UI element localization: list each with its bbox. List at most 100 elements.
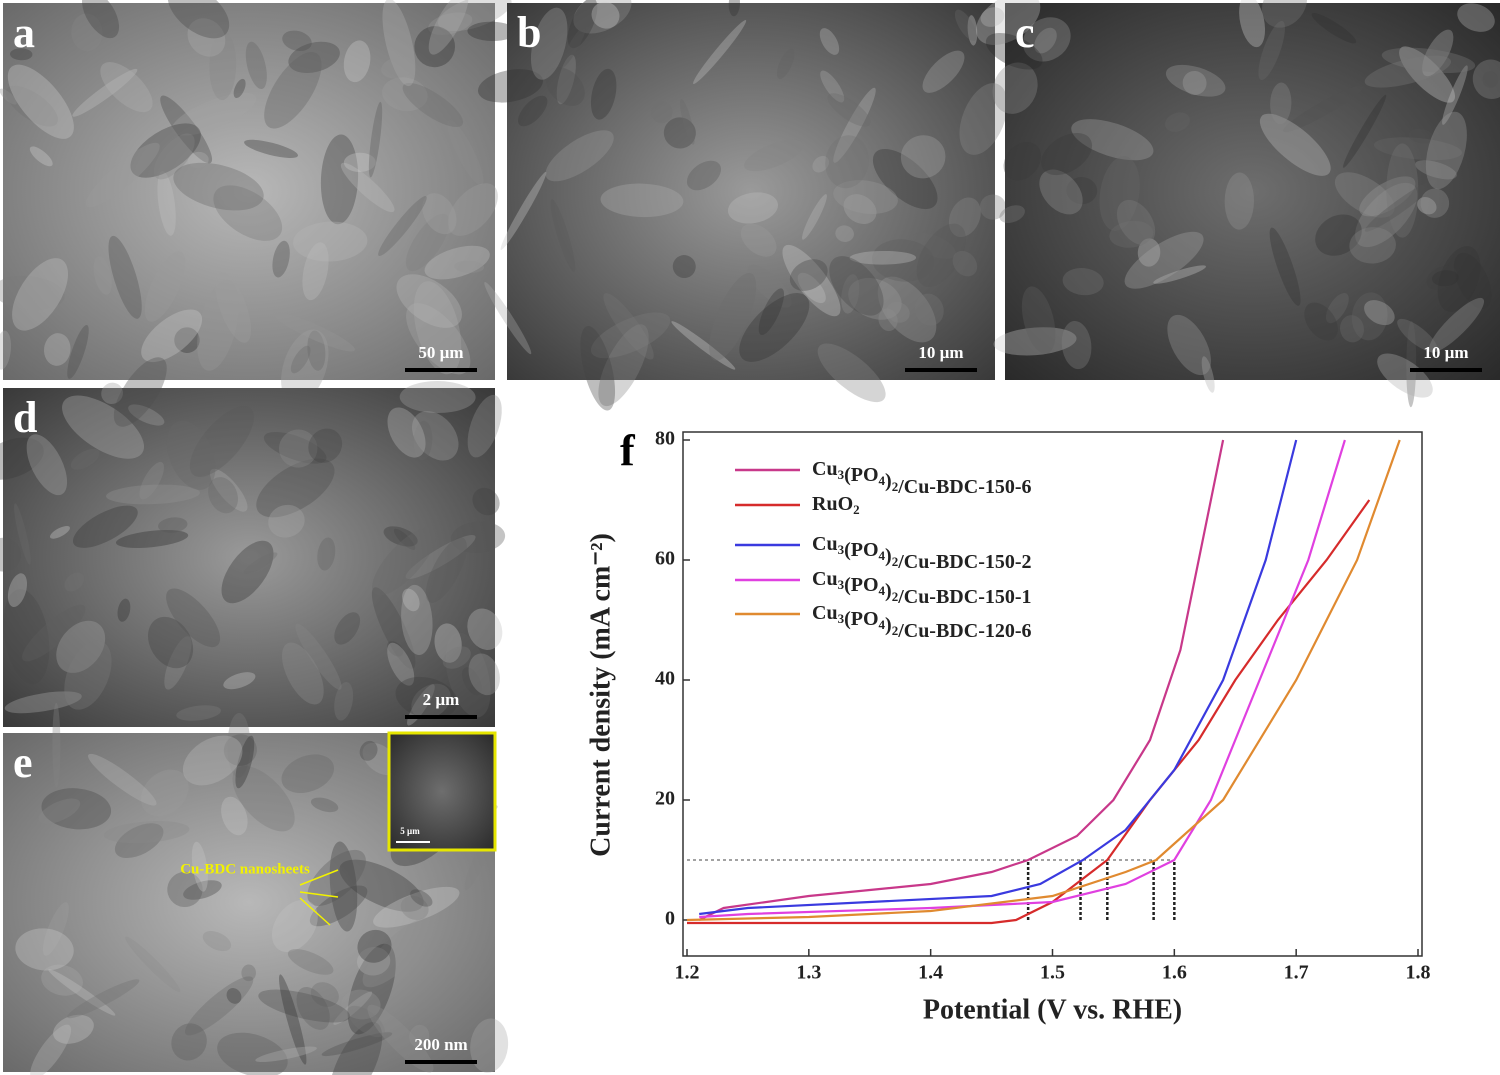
texture <box>307 330 326 371</box>
texture <box>147 616 194 669</box>
texture <box>208 477 238 514</box>
texture <box>1397 318 1438 353</box>
texture <box>500 171 547 251</box>
x-tick-label: 1.4 <box>918 962 943 984</box>
texture <box>782 244 841 317</box>
micrograph-panel: d 2 µm <box>0 357 506 727</box>
texture <box>709 272 757 361</box>
texture <box>1373 137 1463 161</box>
texture <box>209 31 237 101</box>
texture <box>985 32 1043 70</box>
y-tick-label: 60 <box>655 548 675 570</box>
texture <box>184 976 254 1036</box>
texture <box>411 411 459 461</box>
texture <box>221 796 248 836</box>
texture <box>268 504 305 538</box>
texture <box>256 458 335 518</box>
texture <box>472 487 500 516</box>
texture <box>833 87 876 163</box>
micrograph-panel: a 50 µm <box>0 0 517 405</box>
texture <box>1453 252 1492 309</box>
texture <box>1041 132 1093 176</box>
annotation-arrow <box>299 891 339 898</box>
texture <box>1116 199 1156 246</box>
texture <box>550 199 576 272</box>
x-axis-label: Potential (V vs. RHE) <box>923 994 1182 1025</box>
panel-label: f <box>620 426 636 475</box>
texture <box>886 301 910 323</box>
texture <box>362 917 435 988</box>
micrograph-image <box>3 388 495 727</box>
texture <box>372 527 437 596</box>
texture <box>573 0 632 34</box>
texture <box>1399 46 1456 103</box>
inset-image <box>387 731 497 852</box>
texture <box>209 468 248 512</box>
texture <box>317 537 336 571</box>
texture <box>104 821 190 844</box>
texture <box>1304 302 1338 341</box>
panel-label: a <box>13 8 35 57</box>
texture <box>530 7 568 80</box>
texture <box>347 943 396 1035</box>
texture <box>158 517 188 533</box>
data-line <box>686 439 1401 922</box>
texture <box>287 949 334 975</box>
texture <box>320 134 359 225</box>
texture <box>378 196 427 256</box>
texture <box>130 123 201 178</box>
texture <box>0 537 21 572</box>
texture <box>114 823 164 858</box>
texture <box>12 258 69 331</box>
texture <box>106 484 200 505</box>
texture <box>213 185 283 241</box>
texture <box>356 947 391 976</box>
texture <box>1109 220 1154 248</box>
texture <box>954 9 977 41</box>
y-axis-label: Current density (mA cm⁻²) <box>585 533 616 857</box>
y-tick-label: 40 <box>655 668 675 690</box>
texture <box>117 598 131 622</box>
texture <box>900 135 946 179</box>
texture <box>447 119 484 186</box>
texture <box>422 193 457 235</box>
texture <box>600 183 684 218</box>
texture <box>387 642 415 686</box>
texture <box>53 1014 94 1044</box>
texture <box>560 25 586 69</box>
texture <box>975 0 1041 45</box>
texture <box>470 1018 509 1073</box>
texture <box>223 734 257 766</box>
texture <box>278 429 318 468</box>
legend-label: Cu3(PO4)2/Cu-BDC-150-1 <box>812 568 1032 608</box>
micrograph-panel: c 10 µm <box>975 0 1500 408</box>
texture <box>1325 292 1349 324</box>
texture <box>1270 82 1292 125</box>
data-line <box>699 439 1298 916</box>
texture <box>437 0 512 32</box>
texture <box>128 404 165 426</box>
texture <box>393 528 416 550</box>
texture <box>728 0 740 17</box>
texture <box>71 13 103 52</box>
y-tick-label: 20 <box>655 788 675 810</box>
data-line <box>687 499 1371 925</box>
texture <box>590 68 617 120</box>
texture <box>1022 17 1071 62</box>
texture <box>598 324 649 407</box>
texture <box>38 798 81 824</box>
texture <box>141 769 189 817</box>
texture <box>1364 55 1452 88</box>
texture <box>295 623 342 690</box>
texture <box>167 871 203 908</box>
texture <box>1437 246 1481 312</box>
texture <box>425 537 467 603</box>
texture <box>590 312 671 359</box>
texture <box>1258 20 1285 81</box>
texture <box>310 982 339 1007</box>
texture <box>221 540 274 604</box>
texture <box>833 180 898 214</box>
texture <box>1315 214 1362 256</box>
texture <box>1167 314 1211 376</box>
micrograph-panel: b 10 µm <box>477 0 1008 411</box>
